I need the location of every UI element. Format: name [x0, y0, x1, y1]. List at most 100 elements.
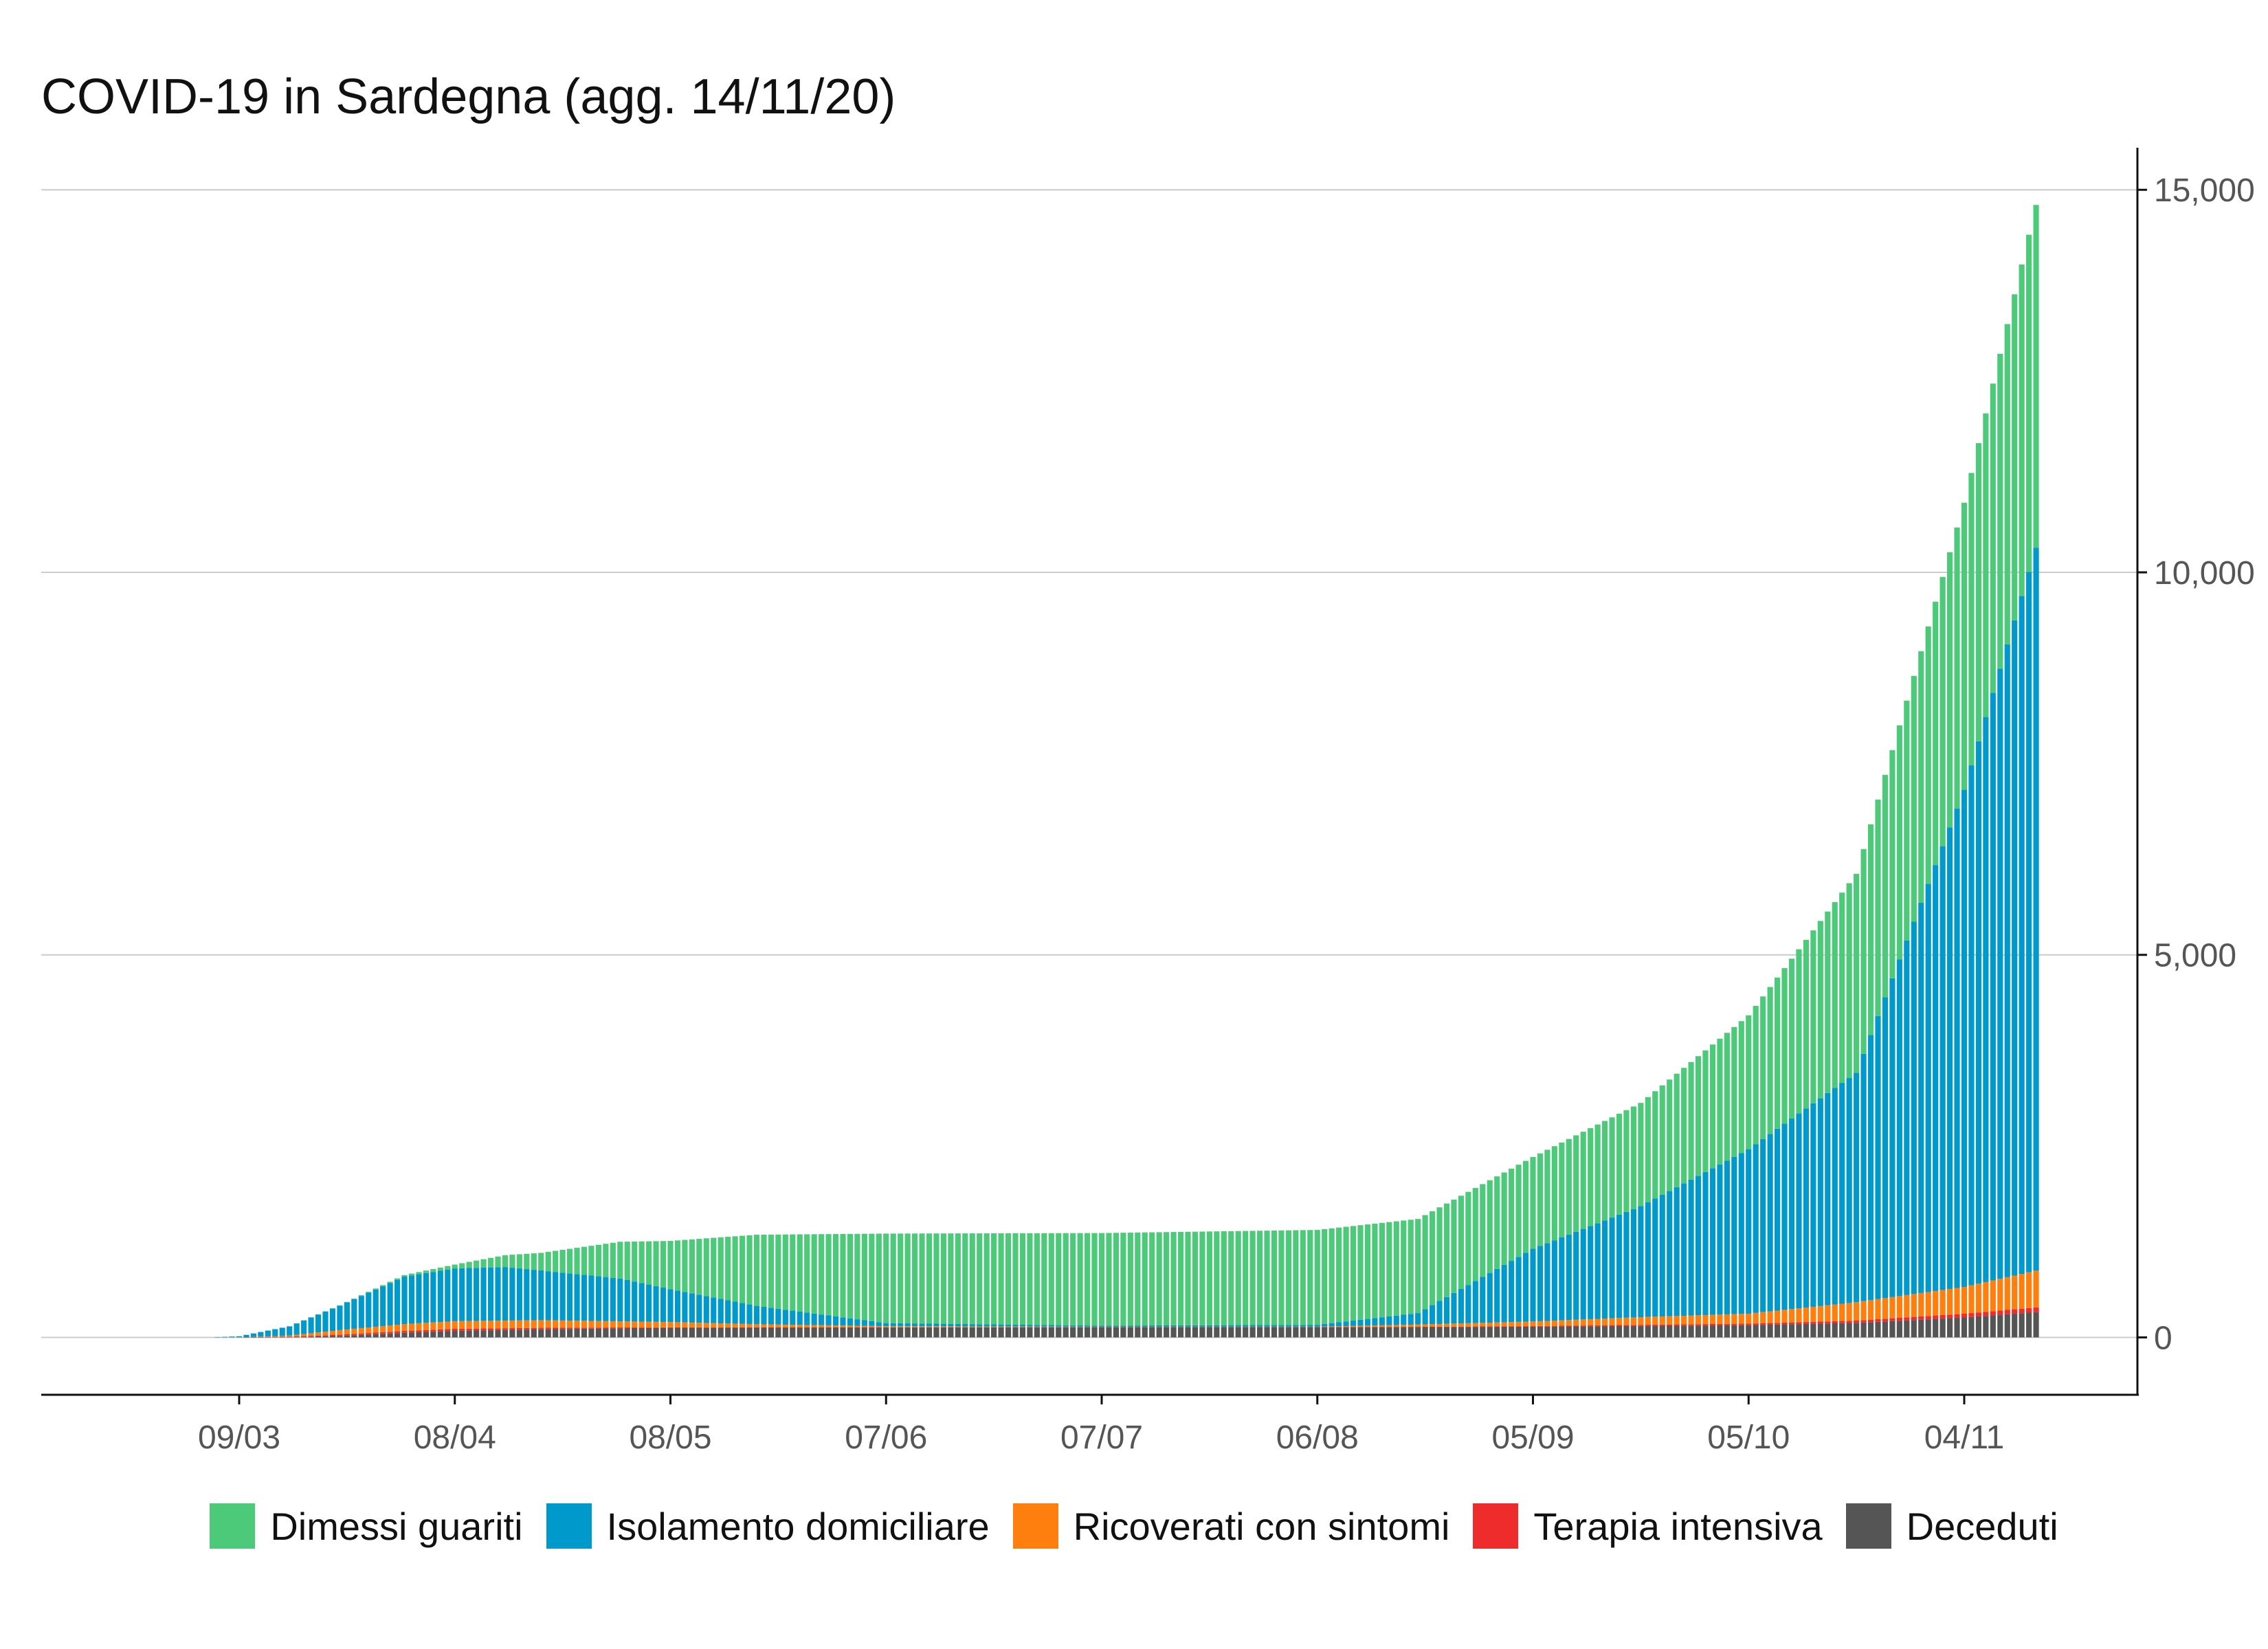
day-bar — [1005, 1233, 1012, 1338]
bar-segment-deceduti — [1580, 1326, 1586, 1338]
bar-segment-ricoverati-con-sintomi — [1588, 1319, 1594, 1325]
bar-segment-isolamento-domiciliare — [1041, 1325, 1047, 1327]
bar-segment-isolamento-domiciliare — [1616, 1214, 1623, 1319]
day-bar — [1947, 552, 1953, 1338]
bar-segment-terapia-intensiva — [832, 1327, 839, 1328]
bar-segment-dimessi-guariti — [437, 1267, 443, 1271]
bar-segment-dimessi-guariti — [1206, 1231, 1212, 1325]
bar-segment-deceduti — [1911, 1320, 1917, 1338]
bar-segment-dimessi-guariti — [1465, 1191, 1471, 1286]
bar-segment-terapia-intensiva — [1904, 1317, 1910, 1321]
day-bar — [1731, 1027, 1737, 1338]
bar-segment-deceduti — [1379, 1327, 1385, 1338]
bar-segment-ricoverati-con-sintomi — [553, 1320, 559, 1328]
bar-segment-deceduti — [1142, 1327, 1148, 1338]
day-bar — [366, 1292, 372, 1338]
bar-segment-terapia-intensiva — [487, 1328, 494, 1331]
bar-segment-dimessi-guariti — [869, 1233, 875, 1321]
bar-segment-dimessi-guariti — [790, 1234, 796, 1311]
bar-segment-terapia-intensiva — [1544, 1325, 1550, 1327]
bar-segment-isolamento-domiciliare — [322, 1311, 329, 1332]
bar-segment-isolamento-domiciliare — [883, 1323, 889, 1327]
bar-segment-ricoverati-con-sintomi — [408, 1323, 415, 1331]
bar-segment-deceduti — [1185, 1327, 1191, 1338]
bar-segment-ricoverati-con-sintomi — [516, 1320, 522, 1328]
bar-segment-dimessi-guariti — [581, 1246, 588, 1275]
day-bar — [1788, 958, 1795, 1338]
day-bar — [1882, 774, 1889, 1338]
bar-segment-isolamento-domiciliare — [1968, 765, 1975, 1286]
bar-segment-ricoverati-con-sintomi — [926, 1326, 933, 1327]
bar-segment-isolamento-domiciliare — [689, 1293, 695, 1323]
day-bar — [1091, 1233, 1098, 1338]
bar-segment-isolamento-domiciliare — [1415, 1313, 1421, 1325]
bar-segment-dimessi-guariti — [1322, 1229, 1328, 1324]
bar-segment-dimessi-guariti — [516, 1254, 522, 1269]
bar-segment-dimessi-guariti — [632, 1241, 638, 1282]
bar-segment-isolamento-domiciliare — [768, 1308, 774, 1325]
bar-segment-dimessi-guariti — [1257, 1231, 1263, 1325]
day-bar — [761, 1234, 767, 1338]
bar-segment-ricoverati-con-sintomi — [559, 1320, 566, 1328]
day-bar — [1077, 1233, 1083, 1338]
day-bar — [711, 1237, 717, 1338]
bar-segment-ricoverati-con-sintomi — [2033, 1270, 2039, 1308]
day-bar — [423, 1270, 429, 1338]
bar-segment-dimessi-guariti — [1609, 1117, 1615, 1218]
bar-segment-deceduti — [1939, 1319, 1946, 1338]
bar-segment-deceduti — [653, 1327, 659, 1338]
day-bar — [969, 1233, 975, 1338]
bar-segment-ricoverati-con-sintomi — [452, 1321, 458, 1330]
bar-segment-deceduti — [782, 1327, 788, 1338]
bar-segment-isolamento-domiciliare — [509, 1268, 515, 1321]
day-bar — [524, 1253, 530, 1338]
bar-segment-dimessi-guariti — [775, 1234, 781, 1309]
bar-segment-dimessi-guariti — [480, 1259, 487, 1268]
bar-segment-ricoverati-con-sintomi — [1688, 1315, 1694, 1325]
bar-segment-isolamento-domiciliare — [1012, 1324, 1019, 1327]
day-bar — [1775, 977, 1781, 1338]
bar-segment-isolamento-domiciliare — [1127, 1325, 1133, 1327]
day-bar — [1659, 1085, 1665, 1338]
bar-segment-ricoverati-con-sintomi — [1343, 1326, 1349, 1327]
bar-segment-dimessi-guariti — [1386, 1222, 1392, 1316]
legend-label: Ricoverati con sintomi — [1073, 1504, 1450, 1548]
bar-segment-isolamento-domiciliare — [1738, 1153, 1744, 1314]
bar-segment-dimessi-guariti — [1788, 958, 1795, 1119]
bar-segment-ricoverati-con-sintomi — [890, 1326, 896, 1327]
bar-segment-isolamento-domiciliare — [1091, 1325, 1098, 1327]
bar-segment-deceduti — [1372, 1327, 1378, 1338]
bar-segment-dimessi-guariti — [559, 1250, 566, 1273]
bar-segment-isolamento-domiciliare — [250, 1333, 256, 1337]
bar-segment-dimessi-guariti — [1278, 1230, 1285, 1325]
day-bar — [1472, 1188, 1478, 1338]
bar-segment-dimessi-guariti — [624, 1242, 630, 1280]
bar-segment-isolamento-domiciliare — [222, 1336, 228, 1338]
bar-segment-deceduti — [437, 1331, 443, 1338]
bar-segment-deceduti — [2019, 1313, 2025, 1338]
bar-segment-dimessi-guariti — [1480, 1184, 1486, 1277]
bar-segment-isolamento-domiciliare — [1170, 1325, 1177, 1327]
bar-segment-ricoverati-con-sintomi — [804, 1325, 810, 1327]
bar-segment-terapia-intensiva — [1573, 1325, 1579, 1327]
day-bar — [876, 1233, 882, 1338]
bar-segment-ricoverati-con-sintomi — [243, 1337, 249, 1338]
bar-segment-dimessi-guariti — [1695, 1056, 1702, 1176]
bar-segment-terapia-intensiva — [1867, 1319, 1874, 1323]
bar-segment-deceduti — [682, 1327, 688, 1338]
bar-segment-dimessi-guariti — [1005, 1233, 1012, 1325]
bar-segment-terapia-intensiva — [2026, 1308, 2032, 1313]
bar-segment-ricoverati-con-sintomi — [387, 1325, 393, 1332]
bar-segment-deceduti — [1746, 1325, 1752, 1338]
bar-segment-dimessi-guariti — [797, 1234, 803, 1312]
bar-segment-isolamento-domiciliare — [1436, 1301, 1443, 1324]
bar-segment-ricoverati-con-sintomi — [401, 1324, 408, 1332]
bar-segment-deceduti — [819, 1327, 825, 1338]
bar-segment-dimessi-guariti — [933, 1233, 940, 1324]
bar-segment-ricoverati-con-sintomi — [1487, 1322, 1493, 1327]
bar-segment-deceduti — [1056, 1327, 1062, 1338]
bar-segment-deceduti — [1860, 1322, 1867, 1338]
bar-segment-deceduti — [603, 1328, 609, 1338]
bar-segment-terapia-intensiva — [1753, 1323, 1759, 1325]
bar-segment-dimessi-guariti — [1990, 383, 1996, 693]
